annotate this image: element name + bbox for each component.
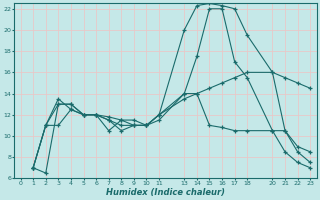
- X-axis label: Humidex (Indice chaleur): Humidex (Indice chaleur): [106, 188, 225, 197]
